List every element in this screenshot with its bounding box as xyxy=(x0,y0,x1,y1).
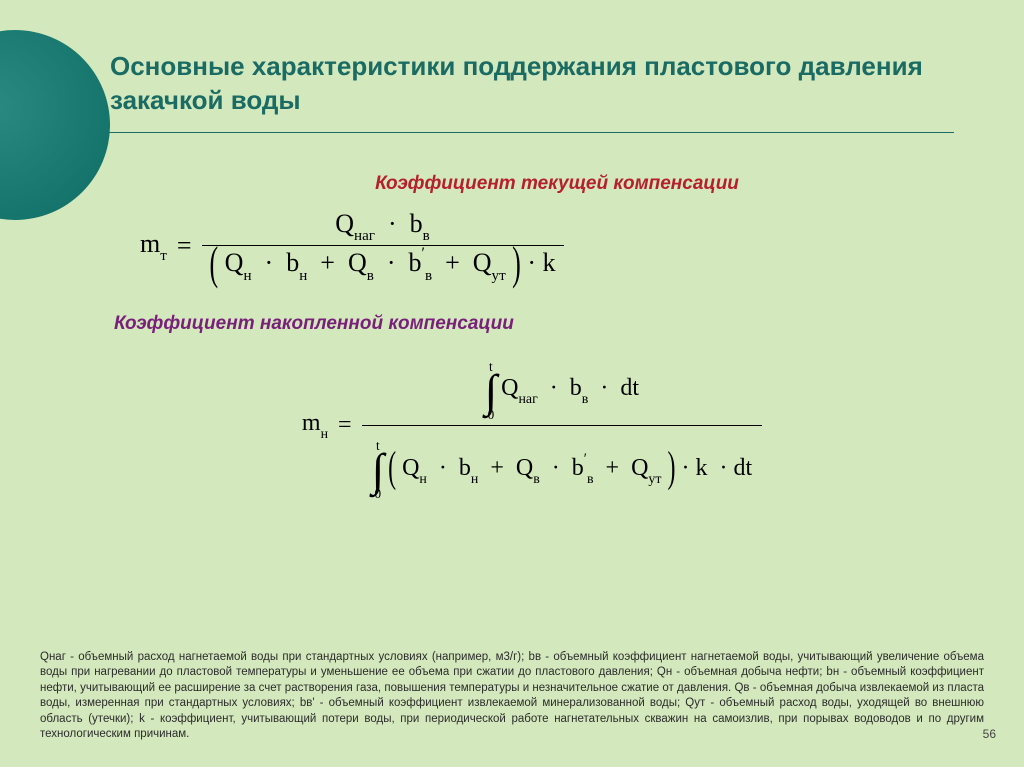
t: н xyxy=(321,427,328,442)
eq1-denominator: ( Qн · bн + Qв · b′в + Qут ) · k xyxy=(202,246,564,285)
t: наг xyxy=(354,228,375,244)
t: ( xyxy=(210,237,219,291)
eq2-int-den: t ∫ 0 ( Qн · bн + Qв · b′в + xyxy=(372,440,753,500)
legend-text: Qнаг - объемный расход нагнетаемой воды … xyxy=(40,650,984,743)
t: · xyxy=(552,455,560,481)
t: н xyxy=(471,472,478,487)
t: b xyxy=(459,455,471,481)
t: 0 xyxy=(488,409,495,421)
t: · xyxy=(719,455,727,481)
t: Q xyxy=(631,455,648,481)
t: b xyxy=(409,248,422,277)
t: · xyxy=(527,248,536,277)
t: ) xyxy=(667,445,675,495)
eq1-numerator: Qнаг · bв xyxy=(327,207,438,246)
slide-title: Основные характеристики поддержания плас… xyxy=(110,50,954,118)
t: в xyxy=(425,268,432,284)
equation-current-compensation: mт = Qнаг · bв ( Qн · bн + Qв · b′в + Qу… xyxy=(110,207,954,285)
t: наг xyxy=(518,392,537,407)
t: dt xyxy=(620,375,639,401)
t: k xyxy=(543,248,556,277)
eq1-m-sub: т xyxy=(160,248,167,264)
t: + xyxy=(606,455,620,481)
eq2-equals: = xyxy=(338,412,352,439)
t: в xyxy=(533,472,540,487)
t: в xyxy=(582,392,589,407)
t: + xyxy=(490,455,504,481)
t: b xyxy=(572,455,584,481)
t: · xyxy=(439,455,447,481)
eq1-equals: = xyxy=(177,231,192,261)
t: ут xyxy=(648,472,661,487)
t: dt xyxy=(733,455,752,481)
t: ут xyxy=(492,268,506,284)
t: Q xyxy=(473,248,492,277)
t: ( xyxy=(388,445,396,495)
t: · xyxy=(388,209,397,238)
eq2-denominator: t ∫ 0 ( Qн · bн + Qв · b′в + xyxy=(362,426,763,504)
eq2-lhs: mн xyxy=(302,410,328,441)
t: b xyxy=(410,209,423,238)
t: m xyxy=(302,410,321,436)
t: · xyxy=(550,375,558,401)
t: · xyxy=(600,375,608,401)
subheading-accum-comp: Коэффициент накопленной компенсации xyxy=(110,313,954,335)
t: b xyxy=(570,375,582,401)
t: 0 xyxy=(375,488,382,500)
t: н xyxy=(419,472,426,487)
page-number: 56 xyxy=(983,727,996,741)
t: н xyxy=(299,268,307,284)
equation-accumulated-compensation: mн = t ∫ 0 Qнаг · bв · dt xyxy=(110,347,954,504)
t: в xyxy=(367,268,374,284)
t: ) xyxy=(512,237,521,291)
t: Q xyxy=(225,248,244,277)
t: ′ xyxy=(422,245,425,262)
t: Q xyxy=(501,375,518,401)
t: Q xyxy=(348,248,367,277)
title-rule xyxy=(100,132,954,133)
t: Q xyxy=(516,455,533,481)
t: Q xyxy=(402,455,419,481)
t: k xyxy=(695,455,707,481)
slide-body: Основные характеристики поддержания плас… xyxy=(0,0,1024,524)
eq2-numerator: t ∫ 0 Qнаг · bв · dt xyxy=(475,347,649,425)
t: + xyxy=(320,248,335,277)
t: · xyxy=(265,248,274,277)
t: + xyxy=(445,248,460,277)
eq1-lhs: mт xyxy=(140,229,167,263)
t: н xyxy=(243,268,251,284)
eq1-fraction: Qнаг · bв ( Qн · bн + Qв · b′в + Qут ) ·… xyxy=(202,207,564,285)
t: · xyxy=(387,248,396,277)
subheading-current-comp: Коэффициент текущей компенсации xyxy=(110,173,954,195)
eq1-m: m xyxy=(140,229,160,258)
t: в xyxy=(423,228,430,244)
eq2-int-num: t ∫ 0 Qнаг · bв · dt xyxy=(485,361,639,421)
t: ′ xyxy=(584,451,587,467)
t: в xyxy=(587,472,594,487)
eq2-fraction: t ∫ 0 Qнаг · bв · dt xyxy=(362,347,763,504)
t: Q xyxy=(335,209,354,238)
t: b xyxy=(286,248,299,277)
t: · xyxy=(681,455,689,481)
